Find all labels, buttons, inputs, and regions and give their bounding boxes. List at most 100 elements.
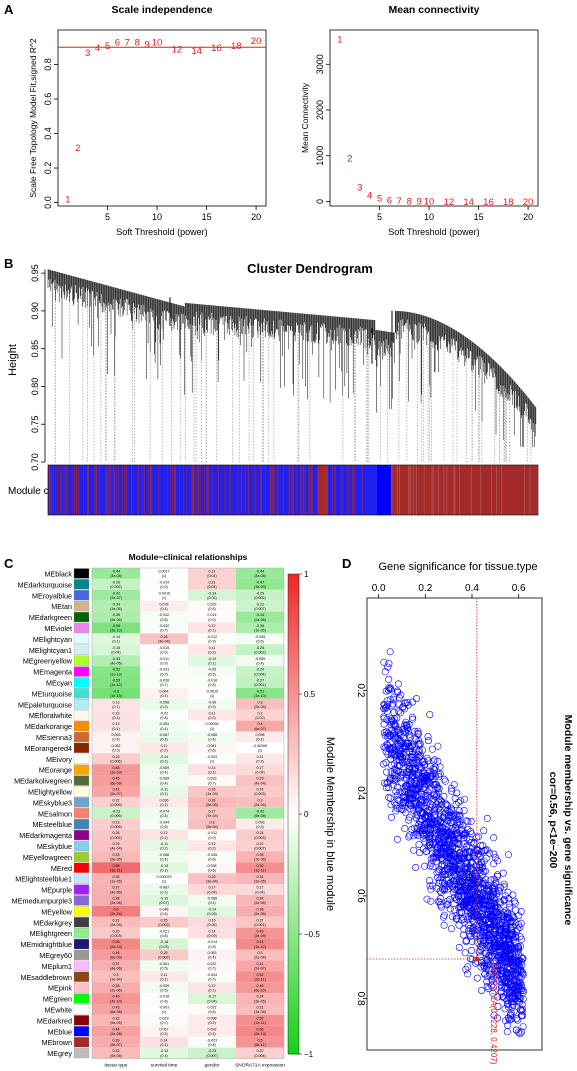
cell-pvalue: (0.1) [160,869,167,873]
module-label: MEpaleturquoise [18,700,72,709]
data-point [455,869,463,877]
heatmap-cell [236,709,284,721]
data-point [477,986,485,994]
heatmap-cell [92,895,140,906]
cell-pvalue: (0.4) [160,727,167,731]
data-point [393,795,401,803]
cell-pvalue: (0.01) [207,585,216,589]
cell-pvalue: (3e-05) [254,879,266,883]
data-point [482,846,490,854]
data-point [406,805,414,813]
power-point-label: 2 [75,143,80,154]
power-point-label: 1 [65,195,70,206]
cell-correlation: 0.014 [208,613,217,617]
heatmap-cell [188,753,236,765]
data-point [405,794,413,802]
data-point [490,1011,498,1019]
cell-correlation: 0.39 [113,1038,120,1042]
data-point [382,728,390,736]
cell-pvalue: (0.2) [208,1021,215,1025]
cell-pvalue: (0.002) [254,651,265,655]
cell-pvalue: (0.5) [112,749,119,753]
heatmap-cell [140,633,188,645]
heatmap-cell [140,644,188,656]
power-point-label: 7 [125,38,130,49]
cell-correlation: -0.36 [112,613,120,617]
data-point [494,916,502,924]
chart-title: Module membership vs. gene significance [562,715,574,926]
data-point [476,900,484,908]
module-swatch [73,917,90,928]
module-label: MEorange [39,766,72,775]
cell-correlation: -0.13 [160,1049,168,1053]
power-point-label: 1 [337,35,342,46]
cell-pvalue: (0.2) [160,705,167,709]
cell-pvalue: (0.2) [160,978,167,982]
data-point [483,956,491,964]
data-point [402,757,410,765]
data-point [424,737,432,745]
cell-correlation: 0.23 [113,755,120,759]
module-swatch [73,829,90,841]
cell-pvalue: (0.9) [208,640,215,644]
data-point [380,720,388,728]
data-point [401,699,409,707]
data-point [423,895,431,903]
module-label: MEroyalblue [32,591,72,600]
data-point [470,875,478,883]
cell-pvalue: (2e-15) [110,912,122,916]
legend-swatch [288,630,299,639]
data-point [431,825,439,833]
data-point [495,887,503,895]
cell-pvalue: (6e-09) [110,956,122,960]
data-point [417,809,425,817]
data-point [445,807,453,815]
data-point [429,765,437,773]
data-point [399,802,407,810]
data-point [418,746,426,754]
data-point [483,941,491,949]
data-point [477,903,485,911]
heatmap-cell [188,927,236,939]
cell-correlation: 0.36 [257,853,264,857]
legend-swatch [288,1046,299,1055]
data-point [386,794,394,802]
data-point [457,853,465,861]
heatmap-cell [188,862,236,874]
module-swatch [73,1004,90,1015]
cell-pvalue: (0.004) [254,1054,265,1058]
y-tick-label: 0 [315,199,325,204]
heatmap-cell [236,742,284,754]
cell-pvalue: (0.1) [208,988,215,992]
module-swatch [73,906,90,917]
data-point [474,905,482,913]
data-point [424,813,432,821]
cell-pvalue: (3e-08) [254,574,266,578]
cell-pvalue: (5e-05) [110,858,122,862]
cell-pvalue: (0.8) [160,716,167,720]
data-point [496,952,504,960]
cell-pvalue: (6e-10) [254,988,266,992]
y-tick-label: 3000 [315,54,325,74]
data-point [426,882,434,890]
data-point [427,803,435,811]
cell-pvalue: (6e-09) [110,781,122,785]
module-swatch [73,928,90,939]
data-point [471,885,479,893]
data-point [461,795,469,803]
heatmap-cell [188,982,236,994]
data-point [435,804,443,812]
data-point [512,1026,520,1034]
data-point [463,870,471,878]
module-swatch [73,633,90,644]
module-label: MEgrey60 [39,951,72,960]
cell-pvalue: (0.002) [158,923,169,927]
legend-swatch [288,1014,299,1023]
cell-correlation: 0.12 [161,831,168,835]
data-point [491,894,499,902]
module-label: MElightcyan [33,635,72,644]
module-swatch [73,568,90,579]
data-point [432,848,440,856]
data-point [440,921,448,929]
cell-correlation: -0.012 [207,831,217,835]
